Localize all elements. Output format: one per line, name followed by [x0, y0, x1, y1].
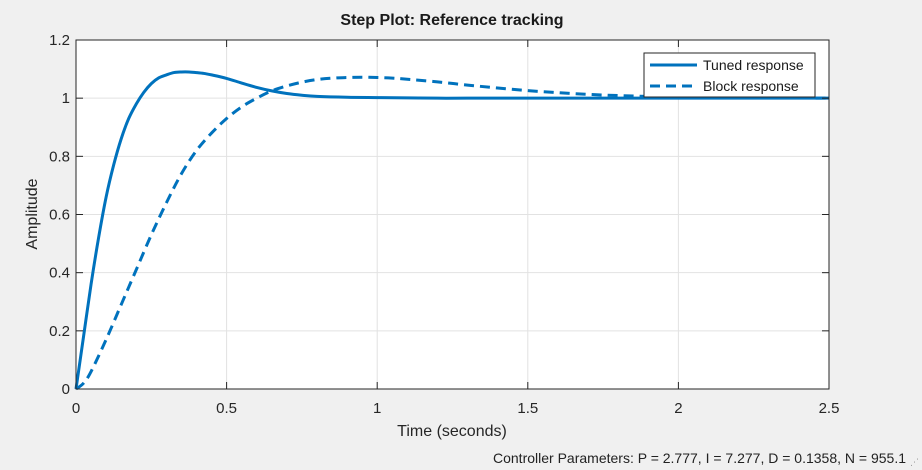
y-tick-labels: 0 0.2 0.4 0.6 0.8 1 1.2	[49, 32, 70, 398]
status-bar: Controller Parameters: P = 2.777, I = 7.…	[0, 448, 922, 470]
y-tick-label: 0.2	[49, 323, 70, 340]
x-tick-label: 1.5	[517, 400, 538, 417]
x-tick-label: 2	[674, 400, 682, 417]
x-tick-labels: 0 0.5 1 1.5 2 2.5	[72, 400, 840, 417]
legend-items: Tuned response Block response	[650, 57, 804, 94]
legend-label-tuned-response: Tuned response	[703, 57, 804, 73]
y-tick-label: 0.4	[49, 265, 70, 282]
axis-ticks	[75, 39, 830, 390]
legend-label-block-response: Block response	[703, 78, 799, 94]
x-axis-label: Time (seconds)	[397, 423, 507, 440]
series-lines	[74, 70, 830, 391]
x-tick-label: 1	[373, 400, 381, 417]
controller-parameters-text: Controller Parameters: P = 2.777, I = 7.…	[493, 450, 906, 466]
resize-grip-icon[interactable]: ⋰	[910, 458, 919, 468]
y-tick-label: 0	[62, 381, 70, 398]
x-tick-label: 2.5	[819, 400, 840, 417]
x-tick-label: 0.5	[216, 400, 237, 417]
block-response-line[interactable]	[75, 75, 830, 391]
x-tick-label: 0	[72, 400, 80, 417]
legend-box	[643, 52, 816, 98]
y-tick-label: 1.2	[49, 32, 70, 49]
chart-title: Step Plot: Reference tracking	[340, 12, 563, 29]
y-tick-label: 0.8	[49, 148, 70, 165]
y-axis-label: Amplitude	[24, 178, 41, 249]
step-plot-figure: Step Plot: Reference tracking 0 0.5 1 1.5 2 2…	[24, 12, 840, 440]
tuned-response-line[interactable]	[74, 70, 829, 390]
y-tick-label: 0.6	[49, 207, 70, 224]
y-tick-label: 1	[62, 90, 70, 107]
legend[interactable]: Tuned response Block response	[643, 52, 816, 98]
